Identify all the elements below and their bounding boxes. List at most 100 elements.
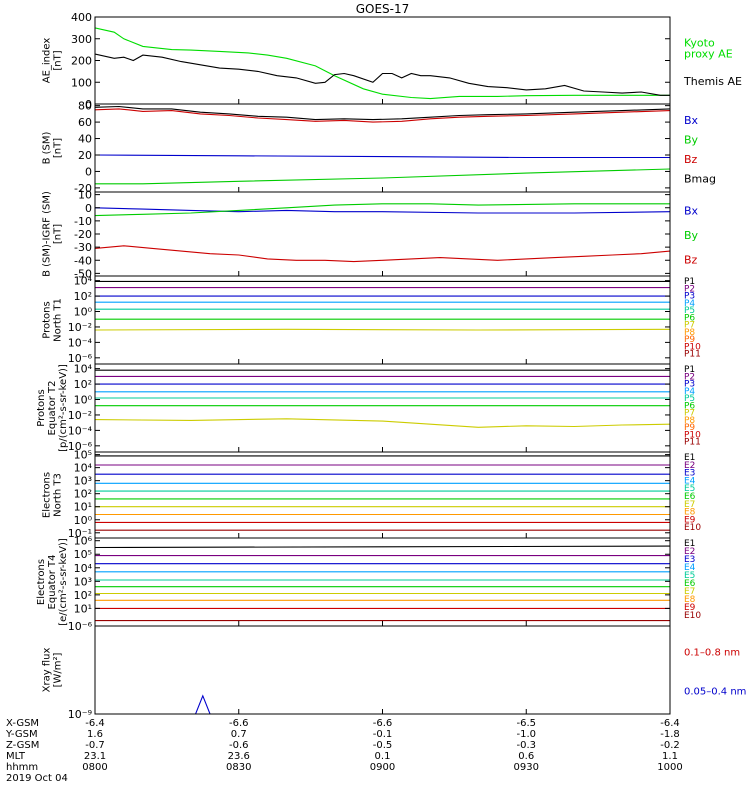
ephemeris-value: 1.6	[87, 729, 103, 740]
y-tick-label: 10⁻²	[68, 409, 92, 422]
y-tick-label: 10⁻⁶	[68, 352, 93, 365]
plot-date: 2019 Oct 04	[6, 773, 68, 784]
y-tick-label: 10⁰	[74, 306, 93, 319]
legend-label-p3: P3	[684, 292, 695, 302]
ephemeris-value: -6.4	[85, 718, 105, 729]
legend-label-e8: E8	[684, 595, 696, 605]
legend-label-themis-ae: Themis AE	[683, 75, 742, 88]
series-line-p7	[95, 328, 670, 331]
ephemeris-value: -6.6	[229, 718, 249, 729]
y-axis-label: Equator T2	[47, 381, 58, 436]
legend-label-p1: P1	[684, 365, 695, 375]
ephemeris-value: 0.1	[375, 751, 391, 762]
legend-label-e8: E8	[684, 508, 696, 518]
legend-label-bmag: Bmag	[684, 172, 716, 185]
y-tick-label: 40	[78, 133, 92, 146]
y-axis-label: Xray flux	[42, 648, 53, 693]
y-axis-label: B (SM)	[42, 131, 53, 164]
y-tick-label: 100	[71, 76, 92, 89]
y-tick-label: -20	[74, 228, 92, 241]
legend-label-e10: E10	[684, 523, 701, 533]
y-tick-label: 10⁻²	[68, 321, 92, 334]
y-tick-label: 20	[78, 149, 92, 162]
y-axis-label: Protons	[42, 301, 53, 338]
ephemeris-row-label: Z-GSM	[6, 740, 39, 751]
y-axis-label: AE_index	[42, 38, 53, 84]
series-line-e1	[95, 545, 670, 549]
y-tick-label: 10⁴	[74, 363, 93, 376]
y-axis-label: [nT]	[53, 138, 64, 158]
y-tick-label: 60	[78, 116, 92, 129]
legend-label-e7: E7	[684, 500, 695, 510]
legend-label-e5: E5	[684, 571, 695, 581]
ephemeris-value: -6.5	[516, 718, 536, 729]
series-line-themis-ae	[95, 53, 670, 96]
y-tick-label: 10²	[74, 290, 92, 303]
y-tick-label: 10⁵	[74, 449, 92, 462]
y-axis-label: Electrons	[42, 472, 53, 518]
y-tick-label: -40	[74, 254, 92, 267]
legend-label-e5: E5	[684, 484, 695, 494]
plot-title: GOES-17	[356, 2, 410, 16]
legend-label-p8: P8	[684, 328, 695, 338]
legend-label-0-1-0-8-nm: 0.1–0.8 nm	[684, 648, 740, 659]
y-tick-label: -20	[74, 182, 92, 195]
y-tick-label: 0	[85, 98, 92, 111]
ephemeris-value: -6.6	[373, 718, 393, 729]
legend-label-e2: E2	[684, 547, 695, 557]
legend-label-p2: P2	[684, 372, 695, 382]
series-line-p7	[95, 418, 670, 428]
y-tick-label: -30	[74, 241, 92, 254]
ephemeris-row-label: X-GSM	[6, 718, 39, 729]
series-line-bx	[95, 207, 670, 214]
y-tick-label: 0	[85, 202, 92, 215]
y-tick-label: 10⁰	[74, 514, 93, 527]
legend-label-e4: E4	[684, 476, 696, 486]
ephemeris-value: 0800	[82, 762, 107, 773]
y-axis-label: Equator T4	[47, 555, 58, 610]
legend-label-kyoto-proxy-ae: Kyoto	[684, 36, 715, 49]
y-tick-label: 10⁵	[74, 548, 92, 561]
panel-4: 10⁻⁶ 10⁻⁴ 10⁻² 10⁰ 10² 10⁴ Protons North T1 P1P2…	[42, 275, 702, 365]
y-axis-label: North T1	[53, 298, 64, 342]
y-tick-label: 400	[71, 11, 92, 24]
y-tick-label: 10⁴	[74, 462, 93, 475]
y-axis-label: Protons	[36, 389, 47, 426]
legend-label-0-05-0-4-nm: 0.05–0.4 nm	[684, 687, 746, 698]
legend-label-e6: E6	[684, 579, 696, 589]
legend-label-p9: P9	[684, 423, 695, 433]
ephemeris-value: -0.5	[373, 740, 393, 751]
y-axis-label: [W/m²]	[53, 652, 64, 687]
legend-label-p2: P2	[684, 284, 695, 294]
y-axis-label: Electrons	[36, 559, 47, 605]
y-tick-label: 10⁴	[74, 275, 93, 288]
y-tick-label: 10⁻⁶	[68, 440, 93, 453]
y-axis-label: [e/(cm²-s-sr-keV)]	[58, 538, 69, 626]
legend-label-bx: Bx	[684, 114, 699, 127]
y-axis-label: [nT]	[53, 50, 64, 70]
panel-8: 10⁻⁹ 10⁻⁶ Xray flux [W/m²] 0.1–0.8 nm 0.05–0.…	[42, 620, 747, 721]
legend-label-p3: P3	[684, 380, 695, 390]
ephemeris-value: 1.1	[662, 751, 678, 762]
legend-label-e6: E6	[684, 492, 696, 502]
legend-label-by: By	[684, 229, 699, 242]
legend-label-p4: P4	[684, 299, 695, 309]
legend-label-by: By	[684, 133, 699, 146]
legend-label-e3: E3	[684, 555, 695, 565]
ephemeris-value: 0.6	[518, 751, 534, 762]
ephemeris-value: 0.7	[231, 729, 247, 740]
panel-frame	[94, 363, 671, 453]
legend-label-kyoto-proxy-ae: proxy AE	[684, 47, 733, 60]
panel-frame	[94, 191, 671, 277]
legend-label-p8: P8	[684, 416, 695, 426]
series-line-bx	[95, 154, 670, 159]
legend-label-p6: P6	[684, 401, 695, 411]
legend-label-p9: P9	[684, 335, 695, 345]
y-tick-label: 200	[71, 55, 92, 68]
legend-label-e2: E2	[684, 461, 695, 471]
